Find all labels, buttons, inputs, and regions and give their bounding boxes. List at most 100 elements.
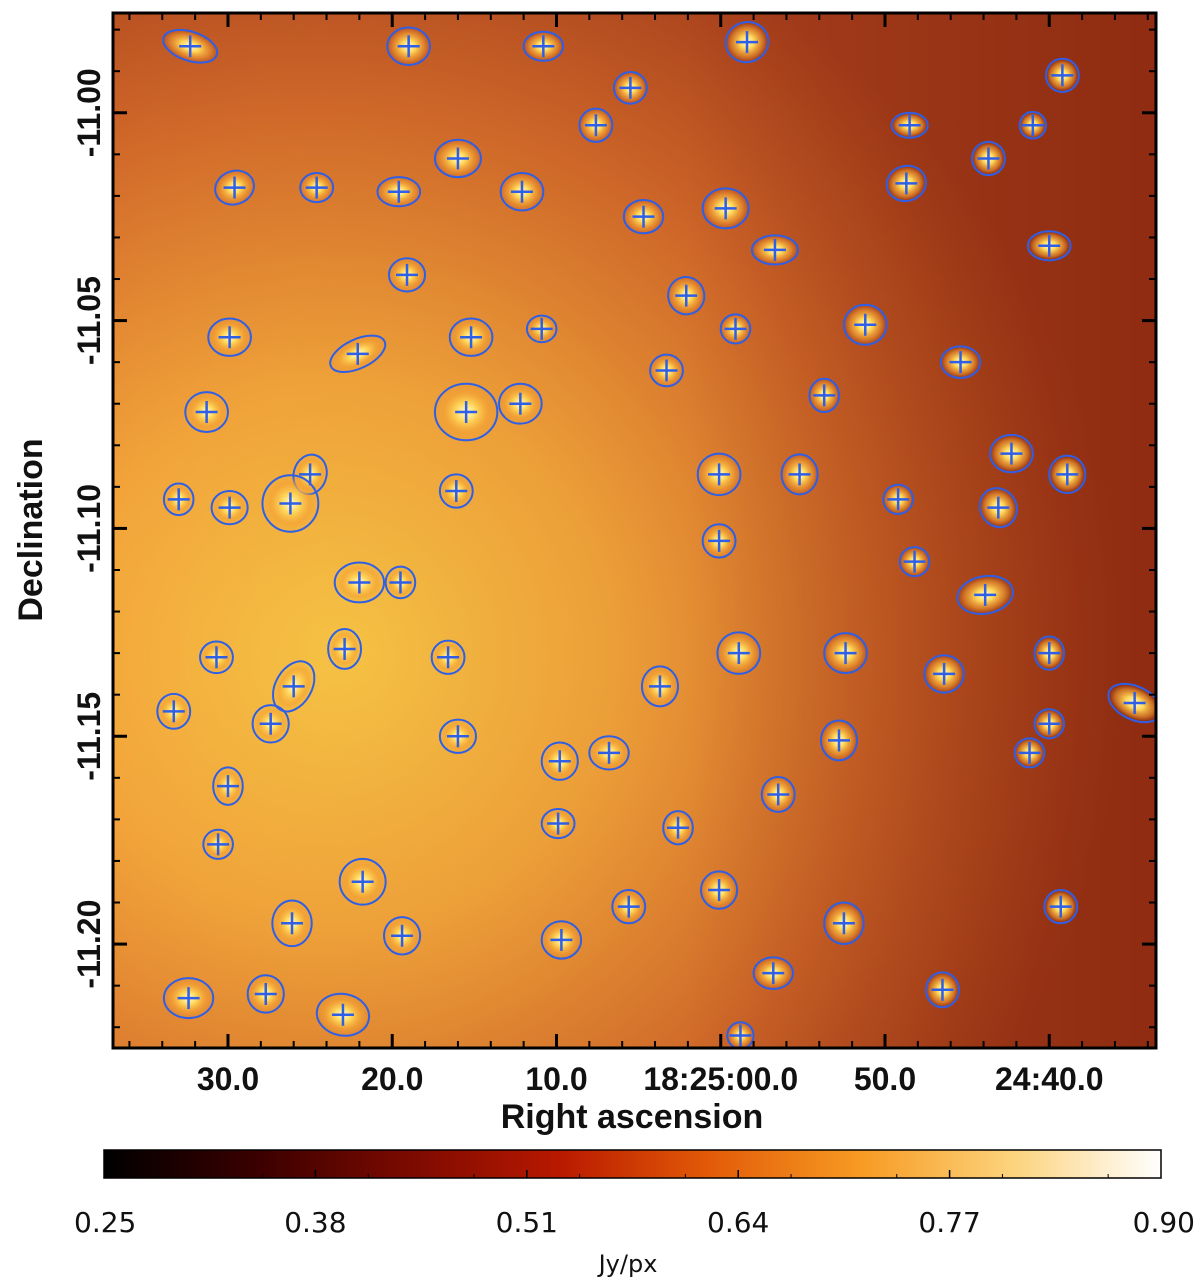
source-contour	[212, 766, 244, 806]
source-contour	[376, 176, 422, 208]
source-contour	[578, 107, 614, 143]
source-31	[184, 391, 229, 433]
source-contour	[898, 546, 931, 578]
source-66	[588, 735, 630, 771]
source-36	[780, 453, 819, 496]
source-contour	[261, 474, 320, 533]
source-11	[971, 140, 1006, 177]
source-contour	[199, 640, 234, 675]
source-12	[214, 169, 255, 206]
source-64	[438, 718, 477, 754]
source-32	[433, 382, 499, 442]
source-contour	[214, 169, 255, 206]
source-contour	[1026, 230, 1072, 262]
source-contour	[210, 490, 249, 526]
source-83	[162, 977, 215, 1020]
source-73	[662, 810, 694, 846]
source-contour	[667, 275, 706, 316]
source-contour	[386, 26, 432, 66]
sources-layer	[156, 21, 1156, 1048]
source-contour	[525, 314, 558, 344]
source-contour	[726, 1021, 755, 1048]
source-contour	[522, 30, 565, 62]
x-tick-label: 24:40.0	[995, 1061, 1104, 1097]
source-14	[376, 176, 422, 208]
source-contour	[724, 21, 770, 64]
source-contour	[1107, 682, 1156, 724]
source-46	[701, 523, 737, 559]
source-71	[202, 828, 234, 860]
source-contour	[497, 382, 543, 425]
source-72	[540, 807, 576, 840]
source-9	[1018, 110, 1047, 140]
source-contour	[939, 345, 982, 379]
source-contour	[696, 452, 742, 497]
source-53	[327, 628, 363, 670]
source-contour	[701, 523, 737, 559]
source-contour	[251, 704, 290, 744]
source-contour	[448, 317, 494, 357]
source-contour	[207, 317, 252, 357]
map-image	[113, 13, 1156, 1048]
source-contour	[808, 377, 840, 414]
source-82	[752, 956, 795, 990]
source-contour	[184, 391, 229, 433]
source-39	[162, 482, 195, 517]
source-44	[882, 483, 914, 515]
source-70	[760, 775, 796, 813]
source-50	[956, 574, 1014, 615]
source-contour	[156, 692, 192, 730]
source-contour	[700, 870, 739, 910]
source-56	[716, 631, 762, 675]
source-47	[898, 546, 931, 578]
source-68	[1013, 737, 1046, 769]
source-15	[499, 172, 545, 212]
source-33	[497, 382, 543, 425]
x-tick-label: 18:25:00.0	[643, 1061, 798, 1097]
source-65	[540, 741, 579, 781]
source-contour	[540, 920, 583, 960]
source-37	[989, 433, 1034, 474]
source-contour	[202, 828, 234, 860]
source-contour	[890, 111, 929, 139]
y-tick-label: -11.00	[71, 68, 107, 157]
source-contour	[971, 140, 1006, 177]
source-contour	[611, 889, 647, 925]
source-58	[923, 654, 965, 694]
source-contour	[299, 172, 335, 204]
source-75	[611, 889, 647, 925]
colorbar-tick-label: 0.90	[1133, 1206, 1195, 1239]
source-48	[333, 561, 386, 604]
source-contour	[701, 187, 750, 230]
source-contour	[162, 977, 215, 1020]
source-contour	[649, 353, 684, 388]
source-67	[819, 719, 859, 762]
source-contour	[162, 482, 195, 517]
plot-frame	[111, 11, 1158, 1050]
source-contour	[882, 483, 914, 515]
source-85	[315, 992, 371, 1037]
source-78	[1043, 889, 1079, 925]
x-tick-label: 20.0	[361, 1061, 423, 1097]
source-42	[261, 474, 320, 533]
source-80	[383, 916, 422, 956]
source-27	[719, 313, 752, 345]
source-contour	[885, 164, 927, 203]
source-5	[1044, 57, 1080, 93]
map-shading	[113, 13, 1156, 1048]
x-axis-title: Right ascension	[501, 1098, 764, 1136]
source-20	[1026, 230, 1072, 262]
source-49	[384, 565, 417, 600]
source-contour	[989, 433, 1034, 474]
source-contour	[387, 257, 427, 293]
source-62	[1107, 682, 1156, 724]
source-35	[696, 452, 742, 497]
source-contour	[978, 487, 1018, 529]
source-contour	[588, 735, 630, 771]
source-contour	[433, 138, 482, 179]
source-contour	[540, 741, 579, 781]
colorbar-ticks: 0.25 0.38 0.51 0.64 0.77 0.90	[74, 1170, 1195, 1239]
source-contour	[333, 561, 386, 604]
source-30	[939, 345, 982, 379]
